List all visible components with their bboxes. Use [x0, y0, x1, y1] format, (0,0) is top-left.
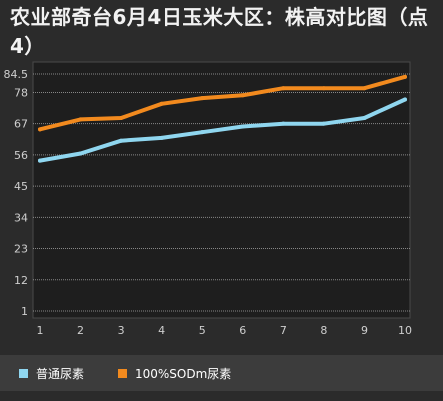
data-point-series-0 [240, 124, 245, 129]
data-point-series-0 [281, 121, 286, 126]
x-tick-label: 3 [118, 324, 125, 337]
x-tick-label: 5 [199, 324, 206, 337]
legend-swatch-series-1 [118, 368, 127, 378]
legend-swatch-series-0 [19, 368, 28, 378]
legend-item-series-0: 普通尿素 [19, 366, 85, 381]
data-point-series-1 [78, 117, 83, 122]
data-point-series-0 [159, 135, 164, 140]
y-tick-label: 67 [14, 118, 28, 131]
y-tick-label: 78 [14, 86, 28, 99]
series-line-0 [38, 97, 407, 163]
legend: 普通尿素 100%SODm尿素 [0, 355, 443, 391]
data-point-series-0 [38, 158, 42, 163]
legend-item-series-1: 100%SODm尿素 [118, 366, 232, 381]
data-point-series-0 [362, 115, 367, 120]
y-tick-label: 84.5 [4, 68, 29, 81]
data-point-series-0 [200, 130, 205, 135]
data-point-series-0 [321, 121, 326, 126]
data-point-series-1 [403, 74, 407, 79]
chart-title: 农业部奇台6月4日玉米大区：株高对比图（点4） [10, 5, 429, 58]
y-tick-label: 12 [14, 274, 28, 287]
y-tick-label: 1 [21, 305, 28, 318]
legend-label-series-0: 普通尿素 [36, 366, 85, 381]
data-point-series-1 [240, 93, 245, 98]
data-point-series-1 [321, 86, 326, 91]
y-tick-label: 23 [14, 243, 28, 256]
data-point-series-1 [281, 86, 286, 91]
legend-label-series-1: 100%SODm尿素 [135, 366, 232, 381]
y-tick-label: 34 [14, 211, 28, 224]
data-point-series-1 [119, 115, 124, 120]
x-tick-label: 7 [280, 324, 287, 337]
data-point-series-1 [38, 127, 42, 132]
y-tick-label: 56 [14, 149, 28, 162]
data-point-series-0 [78, 151, 83, 156]
plot-background [32, 61, 411, 319]
x-tick-label: 1 [37, 324, 44, 337]
data-point-series-0 [119, 138, 124, 143]
series-line-1 [38, 74, 407, 132]
plot-area: 1 12 23 34 45 56 67 78 84.5 1 2 3 4 5 6 7 8 9 10 [4, 61, 412, 337]
y-tick-label: 45 [14, 180, 28, 193]
x-tick-label: 10 [398, 324, 412, 337]
x-tick-label: 9 [361, 324, 368, 337]
data-point-series-1 [362, 86, 367, 91]
data-point-series-0 [403, 97, 407, 102]
data-point-series-1 [200, 96, 205, 101]
x-tick-label: 6 [239, 324, 246, 337]
x-tick-label: 8 [320, 324, 327, 337]
x-tick-label: 2 [77, 324, 84, 337]
data-point-series-1 [159, 101, 164, 106]
x-tick-label: 4 [158, 324, 165, 337]
